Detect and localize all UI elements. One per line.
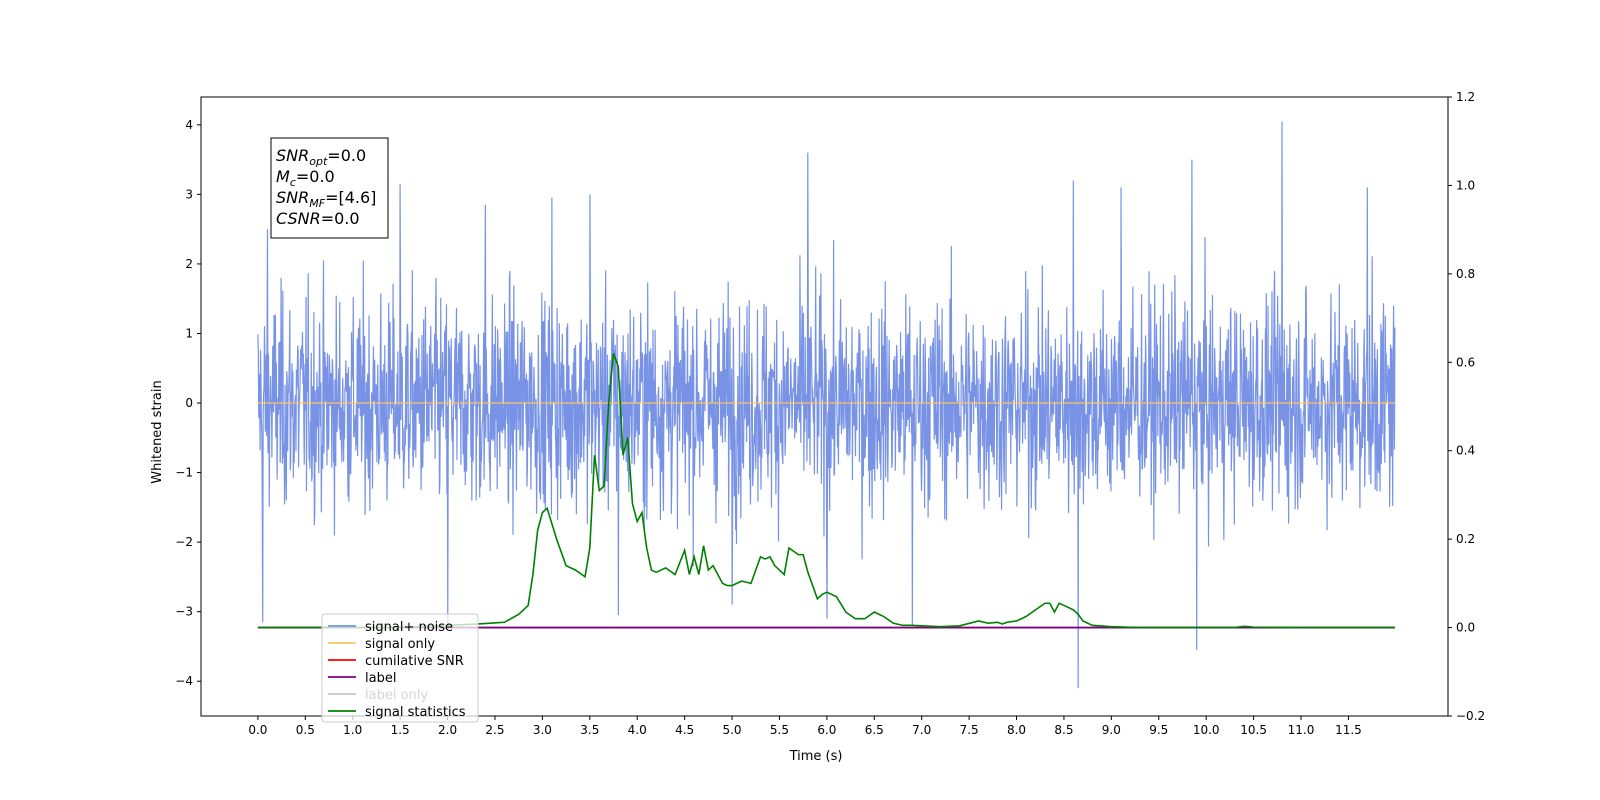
x-axis: 0.0 0.5 1.0 1.5 2.0 2.5 3.0 3.5 4.0 4.5 5.0 5.5 6.0 6… <box>248 716 1362 737</box>
y-tick-label: −4 <box>175 674 193 688</box>
x-tick-label: 1.5 <box>391 723 410 737</box>
legend-label: signal statistics <box>365 705 466 720</box>
y-axis-label: Whitened strain <box>150 380 165 483</box>
y-tick-label: 0 <box>185 396 193 410</box>
secondary-y-axis: −0.2 0.0 0.2 0.4 0.6 0.8 1.0 1.2 <box>1448 90 1485 723</box>
x-tick-label: 0.5 <box>296 723 315 737</box>
x-tick-label: 2.5 <box>485 723 504 737</box>
y-tick-label: −2 <box>175 535 193 549</box>
x-tick-label: 6.5 <box>865 723 884 737</box>
x-tick-label: 7.0 <box>912 723 931 737</box>
y-tick-label: −1 <box>175 466 193 480</box>
legend-label: signal only <box>365 637 435 652</box>
y2-tick-label: 1.2 <box>1456 90 1475 104</box>
x-tick-label: 9.5 <box>1149 723 1168 737</box>
x-tick-label: 10.5 <box>1240 723 1267 737</box>
x-tick-label: 9.0 <box>1102 723 1121 737</box>
x-tick-label: 3.0 <box>533 723 552 737</box>
annotation-line: CSNR=0.0 <box>276 209 360 228</box>
legend-label: label <box>365 671 396 686</box>
x-tick-label: 10.0 <box>1193 723 1220 737</box>
x-tick-label: 5.0 <box>722 723 741 737</box>
x-tick-label: 1.0 <box>343 723 362 737</box>
x-tick-label: 4.5 <box>675 723 694 737</box>
y2-tick-label: 0.0 <box>1456 621 1475 635</box>
x-tick-label: 11.0 <box>1288 723 1315 737</box>
plot-frame <box>200 96 1449 717</box>
y-axis: −4 −3 −2 −1 0 1 2 3 4 <box>175 118 201 688</box>
y-tick-label: 3 <box>185 187 193 201</box>
y2-tick-label: 0.2 <box>1456 532 1475 546</box>
y-tick-label: 2 <box>185 257 193 271</box>
y2-tick-label: 1.0 <box>1456 178 1475 192</box>
y-tick-label: 4 <box>185 118 193 132</box>
x-tick-label: 8.5 <box>1054 723 1073 737</box>
legend-frame <box>321 613 479 723</box>
series-signal-statistics-line <box>257 353 1395 629</box>
x-tick-label: 8.0 <box>1007 723 1026 737</box>
y2-tick-label: 0.4 <box>1456 444 1475 458</box>
annotation-line: Mc=0.0 <box>276 167 335 189</box>
legend-label: signal+ noise <box>365 620 453 635</box>
x-tick-label: 5.5 <box>770 723 789 737</box>
x-tick-label: 3.5 <box>580 723 599 737</box>
series-signal-noise-line <box>257 121 1396 689</box>
annotation-line: SNRMF=[4.6] <box>276 188 376 210</box>
legend: signal+ noise signal only cumilative SNR la… <box>321 613 479 723</box>
x-tick-label: 6.0 <box>817 723 836 737</box>
y-tick-label: 1 <box>185 326 193 340</box>
y2-tick-label: 0.6 <box>1456 355 1475 369</box>
x-tick-label: 7.5 <box>960 723 979 737</box>
y2-tick-label: 0.8 <box>1456 267 1475 281</box>
legend-label: cumilative SNR <box>365 654 464 669</box>
x-axis-label: Time (s) <box>789 749 843 764</box>
annotation-line: SNRopt=0.0 <box>276 146 366 168</box>
y2-tick-label: −0.2 <box>1456 709 1485 723</box>
legend-label: label only <box>365 688 428 703</box>
y-tick-label: −3 <box>175 605 193 619</box>
x-tick-label: 4.0 <box>628 723 647 737</box>
annotation-frame <box>270 137 389 239</box>
x-tick-label: 11.5 <box>1335 723 1362 737</box>
x-tick-label: 2.0 <box>438 723 457 737</box>
x-tick-label: 0.0 <box>248 723 267 737</box>
